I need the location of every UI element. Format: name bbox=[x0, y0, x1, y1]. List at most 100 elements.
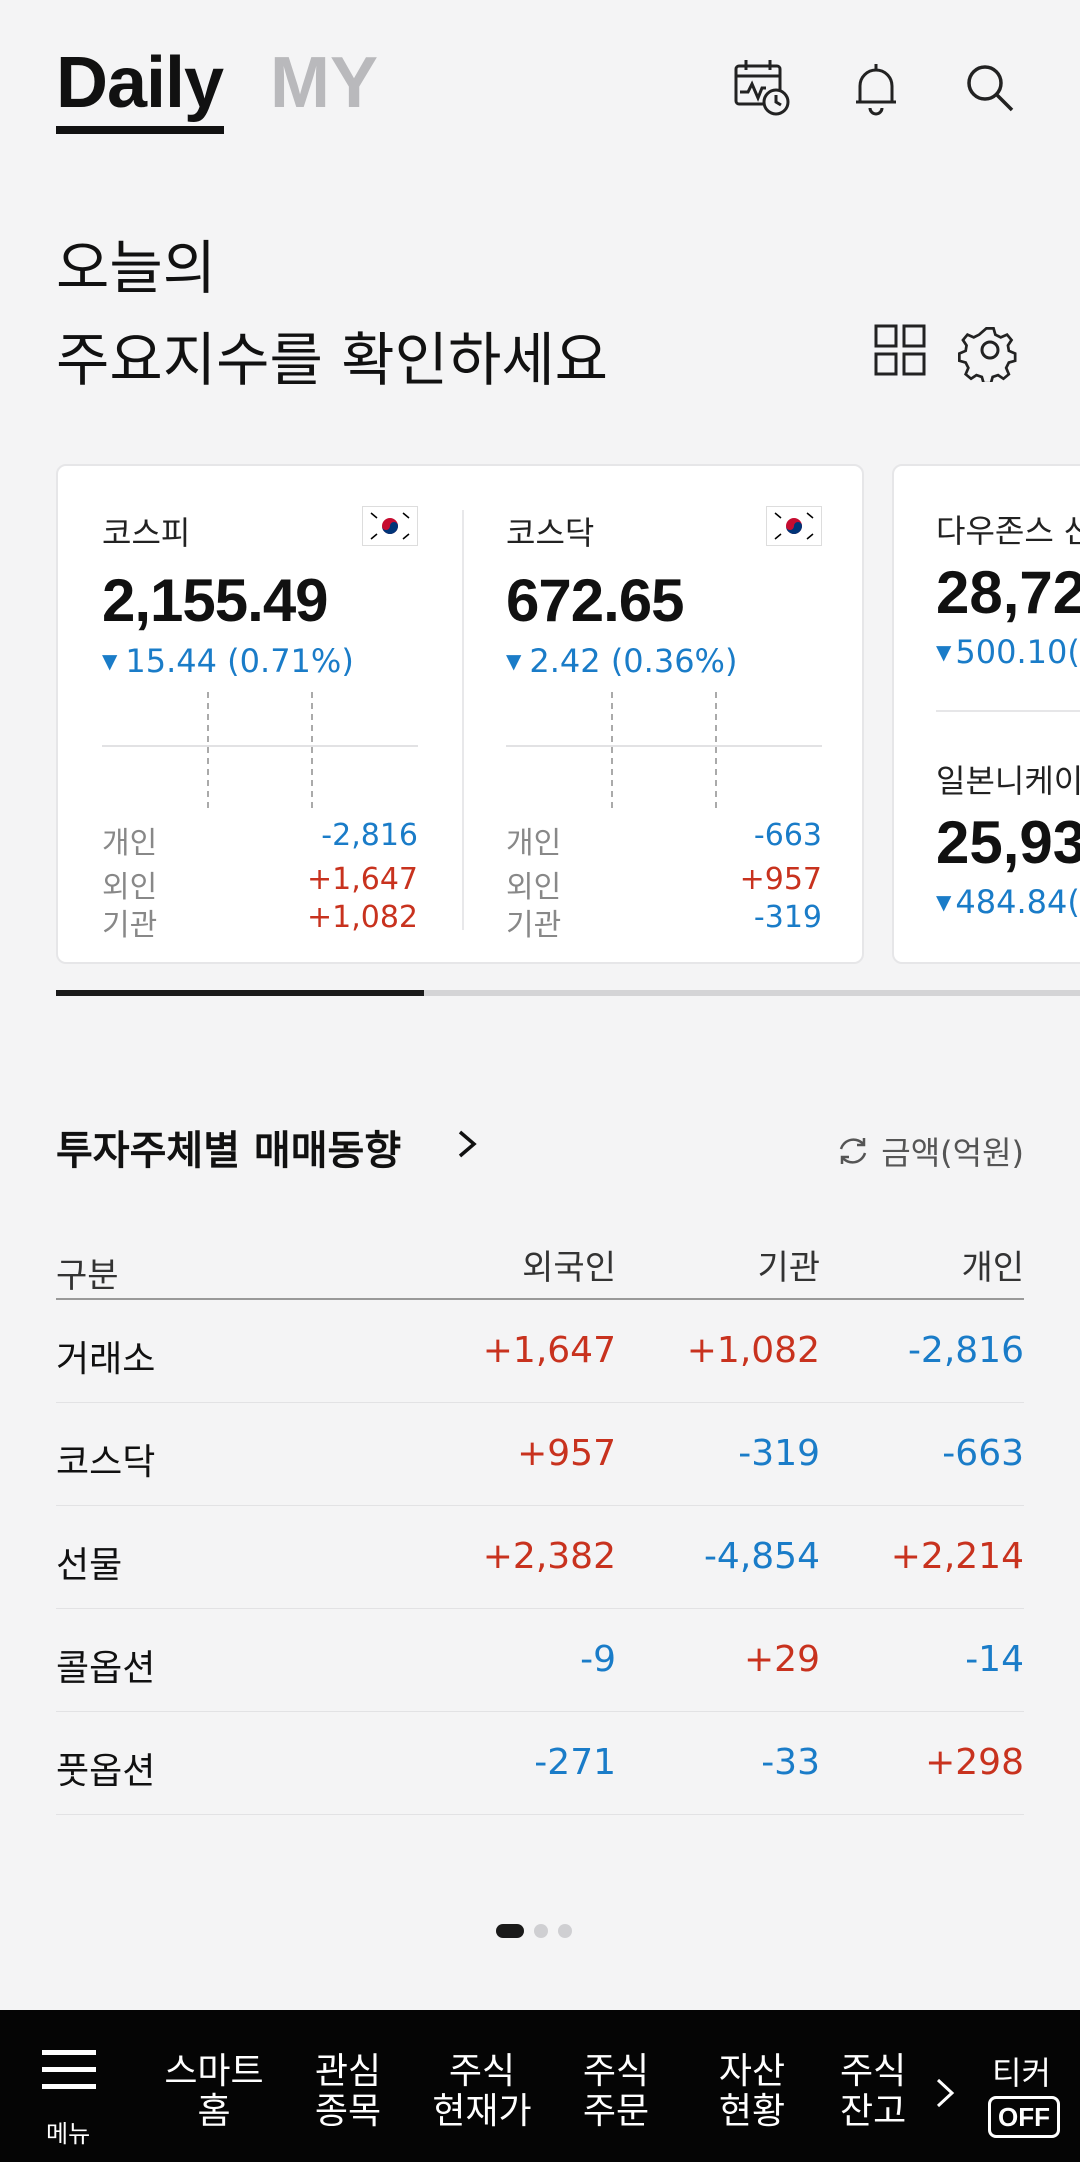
block-divider bbox=[936, 710, 1080, 712]
menu-label: 메뉴 bbox=[46, 2120, 91, 2148]
column-header-institution: 기관 bbox=[757, 1248, 820, 1288]
row-label: 코스닥 bbox=[56, 1442, 156, 1483]
page-dot[interactable] bbox=[534, 1924, 548, 1938]
nav-label-line2: 현황 bbox=[718, 2091, 786, 2132]
nav-label-line1: 관심 bbox=[314, 2051, 382, 2092]
korea-flag-icon bbox=[766, 506, 822, 546]
change-percent: (0.71%) bbox=[227, 642, 354, 680]
row-label: 거래소 bbox=[56, 1339, 156, 1380]
institution-value: +29 bbox=[744, 1639, 820, 1680]
down-triangle-icon: ▼ bbox=[936, 640, 952, 664]
grid-layout-icon[interactable] bbox=[872, 322, 928, 378]
index-change: ▼ 15.44 (0.71%) bbox=[102, 642, 354, 680]
nav-asset-status[interactable]: 자산 현황 bbox=[704, 2052, 800, 2132]
index-value: 2,155.49 bbox=[102, 567, 329, 634]
nav-stock-order[interactable]: 주식 주문 bbox=[568, 2052, 664, 2132]
hamburger-menu-icon bbox=[42, 2050, 96, 2089]
foreign-value: -9 bbox=[580, 1639, 616, 1680]
nav-label-line1: 자산 bbox=[718, 2051, 786, 2092]
nav-stock-price[interactable]: 주식 현재가 bbox=[424, 2052, 540, 2132]
change-amount: 500.10(1 bbox=[955, 633, 1080, 671]
investor-value: +1,082 bbox=[306, 900, 418, 935]
foreign-value: -271 bbox=[534, 1742, 616, 1783]
nav-label-line1: 주식 bbox=[582, 2051, 650, 2092]
chevron-right-icon[interactable] bbox=[934, 2076, 956, 2110]
individual-value: +298 bbox=[925, 1742, 1024, 1783]
table-row: 콜옵션 -9 +29 -14 bbox=[56, 1609, 1024, 1712]
nikkei-block[interactable]: 일본니케이 25,93 ▼484.84(1 bbox=[936, 756, 1080, 921]
investor-label: 개인 bbox=[102, 826, 158, 861]
refresh-icon bbox=[840, 1138, 867, 1164]
nav-watchlist[interactable]: 관심 종목 bbox=[300, 2052, 396, 2132]
investor-value: -319 bbox=[753, 900, 822, 935]
investor-value: +1,647 bbox=[306, 862, 418, 897]
calendar-schedule-icon[interactable] bbox=[730, 56, 794, 120]
nav-label-line2: 주문 bbox=[582, 2091, 650, 2132]
tab-daily[interactable]: Daily bbox=[56, 43, 224, 123]
menu-button[interactable] bbox=[40, 2048, 104, 2096]
nav-stock-balance[interactable]: 주식 잔고 bbox=[840, 2052, 920, 2132]
headline-line1: 오늘의 bbox=[56, 234, 217, 302]
individual-value: -2,816 bbox=[907, 1330, 1024, 1371]
investor-row: 개인 -2,816 bbox=[102, 818, 418, 861]
foreign-value: +2,382 bbox=[482, 1536, 616, 1577]
index-change: ▼500.10(1 bbox=[936, 633, 1080, 671]
index-name: 코스피 bbox=[102, 514, 191, 552]
down-triangle-icon: ▼ bbox=[506, 649, 522, 673]
global-index-card[interactable]: 다우존스 산 28,72 ▼500.10(1 일본니케이 25,93 ▼484.… bbox=[892, 464, 1080, 964]
headline: 오늘의 주요지수를 확인하세요 bbox=[56, 222, 608, 406]
kosdaq-column[interactable]: 코스닥 672.65 ▼ 2.42 (0.36%) 개인 -663 bbox=[506, 466, 822, 966]
unit-toggle-button[interactable]: 금액(억원) bbox=[835, 1128, 1024, 1174]
index-name: 코스닥 bbox=[506, 514, 595, 552]
row-label: 콜옵션 bbox=[56, 1648, 156, 1689]
change-amount: 484.84(1 bbox=[955, 883, 1080, 921]
individual-value: +2,214 bbox=[890, 1536, 1024, 1577]
table-row: 풋옵션 -271 -33 +298 bbox=[56, 1712, 1024, 1815]
top-header: Daily MY bbox=[0, 0, 1080, 180]
investor-row: 기관 -319 bbox=[506, 900, 822, 943]
change-percent: (0.36%) bbox=[610, 642, 738, 680]
foreign-value: +957 bbox=[517, 1433, 616, 1474]
institution-value: +1,082 bbox=[686, 1330, 820, 1371]
index-name: 다우존스 산 bbox=[936, 512, 1080, 550]
investor-label: 외인 bbox=[102, 870, 158, 905]
search-icon[interactable] bbox=[958, 56, 1022, 120]
domestic-index-card[interactable]: 코스피 2,155.49 ▼ 15.44 (0.71%) 개인 -2,816 bbox=[56, 464, 864, 964]
nav-smart-home[interactable]: 스마트 홈 bbox=[158, 2052, 270, 2132]
investor-value: -2,816 bbox=[321, 818, 418, 853]
investor-label: 외인 bbox=[506, 870, 562, 905]
table-header: 구분 외국인 기관 개인 bbox=[56, 1236, 1024, 1300]
foreign-value: +1,647 bbox=[482, 1330, 616, 1371]
bell-icon[interactable] bbox=[844, 56, 908, 120]
index-change: ▼484.84(1 bbox=[936, 883, 1080, 921]
nav-label-line1: 주식 bbox=[448, 2051, 516, 2092]
table-row: 선물 +2,382 -4,854 +2,214 bbox=[56, 1506, 1024, 1609]
tab-my[interactable]: MY bbox=[270, 43, 378, 123]
individual-value: -663 bbox=[942, 1433, 1024, 1474]
investor-label: 기관 bbox=[102, 908, 158, 943]
investor-trend-title[interactable]: 투자주체별 매매동향 bbox=[56, 1128, 402, 1174]
intraday-mini-chart bbox=[102, 692, 418, 812]
down-triangle-icon: ▼ bbox=[936, 890, 952, 914]
headline-line2: 주요지수를 확인하세요 bbox=[56, 326, 609, 394]
institution-value: -33 bbox=[761, 1742, 820, 1783]
investor-row: 개인 -663 bbox=[506, 818, 822, 861]
investor-row: 외인 +957 bbox=[506, 862, 822, 905]
nav-label-line2: 홈 bbox=[197, 2091, 231, 2132]
chevron-right-icon[interactable] bbox=[452, 1124, 482, 1164]
gear-icon[interactable] bbox=[957, 318, 1022, 385]
dow-jones-block[interactable]: 다우존스 산 28,72 ▼500.10(1 bbox=[936, 506, 1080, 671]
kospi-column[interactable]: 코스피 2,155.49 ▼ 15.44 (0.71%) 개인 -2,816 bbox=[102, 466, 418, 966]
individual-value: -14 bbox=[965, 1639, 1024, 1680]
investor-value: +957 bbox=[739, 862, 822, 897]
column-header-foreign: 외국인 bbox=[522, 1248, 616, 1288]
ticker-toggle[interactable]: OFF bbox=[988, 2096, 1060, 2138]
nav-label-line2: 종목 bbox=[314, 2091, 382, 2132]
change-amount: 15.44 bbox=[125, 642, 217, 680]
page-dot-active[interactable] bbox=[496, 1924, 524, 1938]
carousel-scroll-indicator bbox=[56, 990, 424, 996]
nav-label-line1: 스마트 bbox=[164, 2051, 264, 2092]
page-dot[interactable] bbox=[558, 1924, 572, 1938]
column-header-individual: 개인 bbox=[961, 1248, 1024, 1288]
row-label: 선물 bbox=[56, 1545, 123, 1586]
